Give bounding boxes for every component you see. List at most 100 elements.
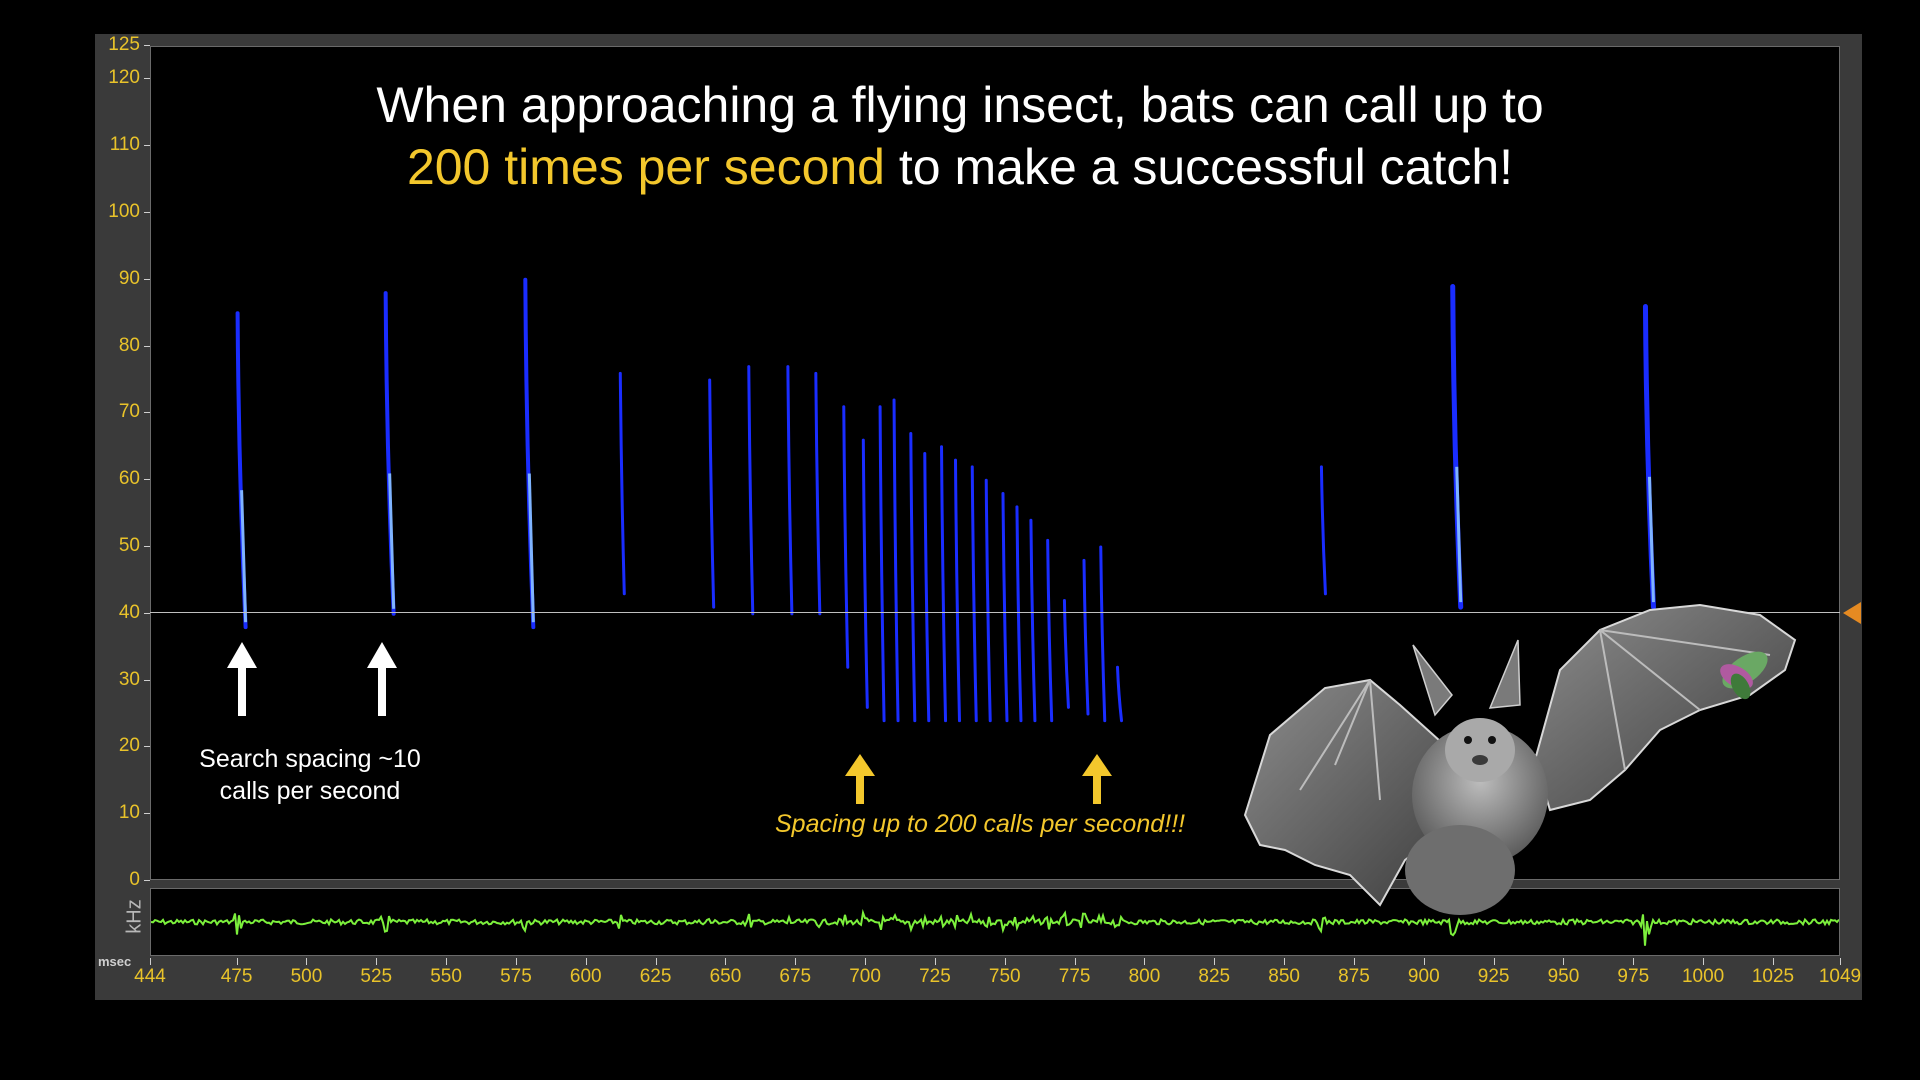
echolocation-call [1116, 665, 1124, 723]
y-tick-mark [144, 546, 150, 547]
y-tick-label: 50 [118, 535, 140, 556]
x-tick-label: 775 [1058, 966, 1091, 987]
x-tick-mark [1563, 958, 1565, 965]
x-tick-label: 625 [639, 966, 672, 987]
y-tick-mark [144, 813, 150, 815]
echolocation-call [923, 451, 931, 723]
echolocation-call [1062, 598, 1070, 709]
x-tick-mark [1772, 958, 1774, 965]
echolocation-call [892, 398, 900, 723]
echolocation-call [953, 458, 961, 723]
echolocation-call [786, 365, 794, 616]
feeding-buzz-note: Spacing up to 200 calls per second!!! [775, 810, 1185, 838]
search-spacing-note: Search spacing ~10 calls per second [165, 743, 455, 807]
x-tick-mark [1493, 958, 1495, 965]
x-tick-mark [1074, 958, 1076, 965]
search-note-line-1: Search spacing ~10 [199, 745, 421, 773]
y-tick-label: 10 [118, 802, 140, 824]
x-tick-label: 850 [1268, 966, 1300, 987]
echolocation-call [1046, 538, 1054, 723]
x-tick-mark [1423, 958, 1425, 965]
x-tick-label: 650 [709, 966, 742, 987]
y-tick-label: 60 [118, 468, 140, 490]
x-tick-label: 475 [220, 966, 253, 987]
y-tick-mark [144, 412, 150, 414]
echolocation-call [814, 371, 822, 616]
y-tick-label: 120 [108, 67, 140, 89]
echolocation-call [1001, 492, 1009, 723]
echolocation-call [940, 445, 948, 723]
waveform-panel[interactable] [150, 888, 1840, 956]
x-tick-mark [1144, 958, 1146, 965]
x-tick-label: 525 [360, 966, 393, 987]
echolocation-call [1029, 518, 1037, 723]
waveform-svg [151, 908, 1839, 946]
x-tick-mark [725, 958, 727, 965]
call-peak-energy [240, 490, 248, 623]
echolocation-call [708, 378, 716, 609]
x-tick-label: 675 [779, 966, 812, 987]
bat-illustration [1243, 603, 1797, 915]
y-tick-label: 30 [118, 668, 140, 690]
y-tick-label: 90 [118, 267, 140, 289]
x-tick-mark [1214, 958, 1216, 965]
y-tick-mark [144, 145, 150, 147]
search-note-line-2: calls per second [219, 777, 401, 805]
echolocation-call [1099, 545, 1107, 723]
buzz-arrow-icon [844, 754, 876, 804]
x-tick-label: 575 [500, 966, 532, 987]
y-unit-label: kHz [123, 899, 146, 934]
echolocation-call [747, 365, 755, 616]
echolocation-call [970, 465, 978, 723]
y-tick-mark [144, 612, 150, 614]
echolocation-call [842, 405, 850, 669]
y-tick-label: 110 [109, 134, 140, 156]
y-tick-label: 80 [118, 334, 140, 356]
search-arrow-icon [226, 642, 258, 716]
call-peak-energy [1455, 466, 1463, 603]
buzz-arrow-icon [1081, 754, 1113, 804]
x-tick-label: 444 [134, 966, 166, 987]
x-tick-mark [795, 958, 797, 965]
y-tick-mark [144, 278, 150, 280]
x-tick-label: 950 [1547, 966, 1580, 987]
x-tick-mark [150, 958, 151, 965]
threshold-marker-icon[interactable] [1843, 602, 1861, 624]
title-line-1: When approaching a flying insect, bats c… [376, 77, 1544, 133]
x-tick-label: 550 [430, 966, 462, 987]
x-tick-mark [655, 958, 657, 965]
echolocation-call [618, 371, 626, 596]
x-tick-label: 725 [919, 966, 951, 987]
call-peak-energy [527, 473, 535, 623]
y-tick-label: 0 [129, 869, 140, 890]
x-tick-mark [585, 958, 587, 965]
y-tick-label: 125 [108, 34, 140, 55]
slide-title: When approaching a flying insect, bats c… [300, 74, 1620, 198]
x-tick-mark [376, 958, 378, 965]
x-tick-label: 925 [1477, 966, 1510, 987]
x-tick-label: 825 [1198, 966, 1231, 987]
x-tick-label: 750 [988, 966, 1021, 987]
y-tick-mark [144, 880, 150, 881]
echolocation-call [909, 431, 917, 723]
x-tick-mark [1703, 958, 1705, 965]
waveform-trace [151, 908, 1839, 946]
x-tick-mark [1840, 958, 1841, 965]
threshold-cursor-line[interactable] [150, 612, 1840, 613]
y-tick-mark [144, 479, 150, 481]
x-tick-label: 1025 [1751, 966, 1795, 987]
x-tick-label: 900 [1407, 966, 1440, 987]
x-tick-label: 1000 [1681, 966, 1725, 987]
echolocation-call [861, 438, 869, 709]
title-line-2: 200 times per second to make a successfu… [300, 136, 1620, 198]
y-tick-mark [144, 679, 150, 681]
x-tick-mark [515, 958, 517, 965]
x-tick-mark [1284, 958, 1286, 965]
x-unit-label: msec [98, 954, 132, 969]
y-tick-mark [144, 78, 150, 80]
x-tick-mark [1353, 958, 1355, 965]
x-tick-label: 600 [569, 966, 602, 987]
x-tick-mark [934, 958, 936, 965]
y-tick-mark [144, 45, 150, 46]
title-line-2-rest: to make a successful catch! [885, 139, 1514, 195]
